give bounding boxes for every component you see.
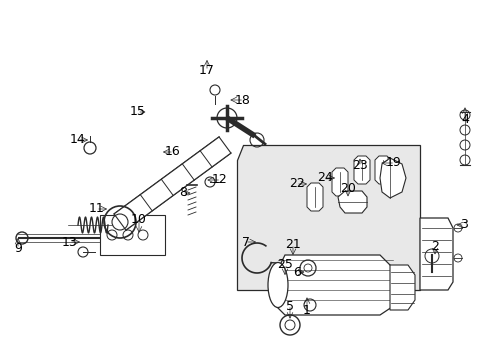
Polygon shape [337, 191, 366, 213]
Polygon shape [237, 145, 419, 290]
Text: 19: 19 [386, 157, 401, 170]
Text: 22: 22 [288, 177, 304, 190]
Text: 12: 12 [212, 174, 227, 186]
Text: 10: 10 [131, 213, 146, 226]
Text: 6: 6 [292, 265, 300, 279]
Text: 8: 8 [179, 186, 186, 199]
Text: 23: 23 [351, 159, 367, 172]
Text: 4: 4 [460, 113, 468, 126]
Polygon shape [419, 218, 452, 290]
Bar [100, 215, 164, 255]
Text: 18: 18 [235, 94, 250, 107]
Text: 15: 15 [130, 105, 145, 118]
Polygon shape [389, 265, 414, 310]
Text: 17: 17 [199, 63, 215, 77]
Polygon shape [379, 158, 405, 198]
Text: 21: 21 [285, 238, 300, 252]
Ellipse shape [267, 262, 287, 307]
Polygon shape [306, 183, 323, 211]
Text: 20: 20 [339, 183, 355, 195]
Text: 2: 2 [430, 240, 438, 253]
Text: 24: 24 [317, 171, 332, 184]
Polygon shape [274, 255, 394, 315]
Text: 1: 1 [303, 303, 310, 316]
Text: 9: 9 [14, 242, 22, 255]
Text: 14: 14 [70, 134, 86, 147]
Text: 11: 11 [89, 202, 104, 216]
Polygon shape [331, 168, 347, 196]
Text: 7: 7 [242, 235, 249, 248]
Text: 5: 5 [285, 300, 293, 312]
Text: 3: 3 [459, 219, 467, 231]
Polygon shape [353, 156, 369, 184]
Polygon shape [114, 137, 230, 230]
Text: 13: 13 [62, 235, 78, 248]
Polygon shape [374, 156, 390, 184]
Text: 16: 16 [165, 145, 181, 158]
Text: 25: 25 [277, 258, 292, 271]
